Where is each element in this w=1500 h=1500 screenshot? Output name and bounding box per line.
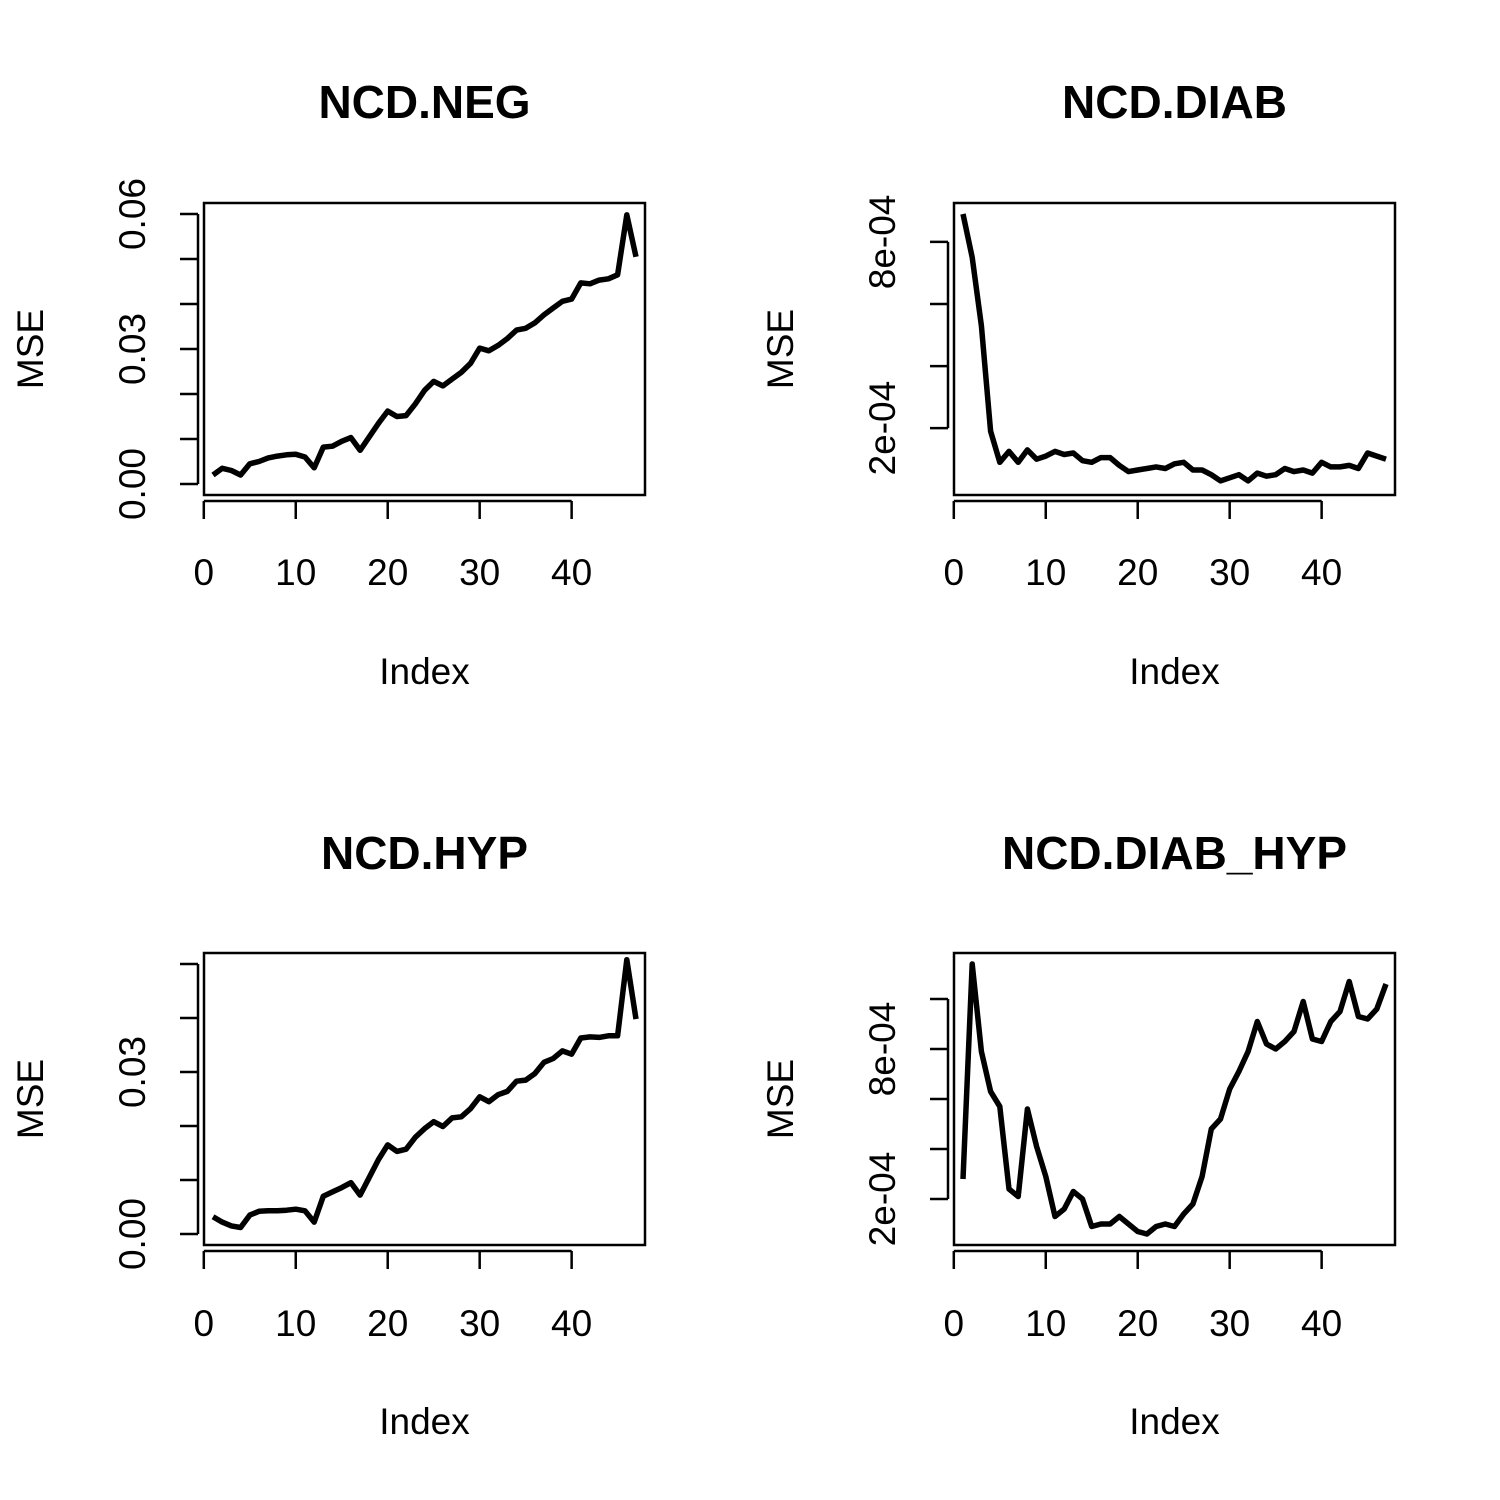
series-line-1 bbox=[960, 213, 1387, 484]
x-tick-label: 10 bbox=[275, 552, 316, 593]
x-tick-label: 30 bbox=[1209, 1303, 1250, 1344]
x-tick-label: 20 bbox=[1117, 552, 1158, 593]
chart-title: NCD.NEG bbox=[318, 76, 530, 128]
y-tick-label: 8e-04 bbox=[862, 195, 903, 290]
x-tick-label: 30 bbox=[1209, 552, 1250, 593]
y-tick-label: 0.03 bbox=[112, 313, 153, 385]
y-axis: 0.00 0.03 bbox=[112, 962, 200, 1270]
y-axis: 2e-04 8e-04 bbox=[862, 997, 950, 1247]
x-tick-label: 0 bbox=[944, 552, 965, 593]
y-tick-label: 2e-04 bbox=[862, 1152, 903, 1247]
plot-frame bbox=[952, 951, 1397, 1247]
x-tick-label: 0 bbox=[194, 552, 215, 593]
y-tick-label: 2e-04 bbox=[862, 381, 903, 476]
x-axis: 0 10 20 30 40 bbox=[944, 1249, 1342, 1344]
chart-panel-2: NCD.DIAB 0 10 20 30 40 Index 2e-04 8e-04 MSE bbox=[760, 76, 1397, 692]
plot-frame bbox=[952, 201, 1397, 497]
y-axis-label: MSE bbox=[760, 309, 801, 389]
plot-frame bbox=[202, 201, 647, 497]
chart-panel-3: NCD.HYP 0 10 20 30 40 Index 0.00 0.03 MSE bbox=[10, 827, 647, 1442]
x-tick-label: 10 bbox=[275, 1303, 316, 1344]
x-tick-label: 0 bbox=[194, 1303, 215, 1344]
x-axis-label: Index bbox=[1129, 1401, 1220, 1442]
series-line-1 bbox=[211, 212, 639, 478]
y-axis-label: MSE bbox=[10, 309, 51, 389]
chart-title: NCD.DIAB bbox=[1062, 76, 1287, 128]
x-tick-label: 40 bbox=[1301, 1303, 1342, 1344]
y-tick-label: 0.00 bbox=[112, 448, 153, 520]
chart-title: NCD.HYP bbox=[321, 827, 528, 879]
x-tick-label: 40 bbox=[1301, 552, 1342, 593]
x-axis: 0 10 20 30 40 bbox=[194, 1249, 592, 1344]
y-tick-label: 0.00 bbox=[112, 1198, 153, 1270]
y-tick-label: 0.06 bbox=[112, 178, 153, 250]
x-axis-label: Index bbox=[1129, 651, 1220, 692]
y-axis: 2e-04 8e-04 bbox=[862, 195, 950, 476]
y-axis-label: MSE bbox=[10, 1059, 51, 1139]
x-tick-label: 30 bbox=[459, 1303, 500, 1344]
x-tick-label: 10 bbox=[1025, 552, 1066, 593]
x-tick-label: 40 bbox=[551, 552, 592, 593]
y-tick-label: 8e-04 bbox=[862, 1002, 903, 1097]
y-tick-label: 0.03 bbox=[112, 1036, 153, 1108]
x-axis-label: Index bbox=[379, 651, 470, 692]
chart-panel-4: NCD.DIAB_HYP 0 10 20 30 40 Index 2e-04 8e-04 MSE bbox=[760, 827, 1397, 1442]
y-axis-label: MSE bbox=[760, 1059, 801, 1139]
series-line-1 bbox=[211, 956, 639, 1231]
chart-panel-1: NCD.NEG 0 10 20 30 40 Index 0.00 0.03 0.06 MSE bbox=[10, 76, 647, 692]
x-tick-label: 10 bbox=[1025, 1303, 1066, 1344]
x-tick-label: 0 bbox=[944, 1303, 965, 1344]
chart-title: NCD.DIAB_HYP bbox=[1002, 827, 1347, 879]
x-tick-label: 40 bbox=[551, 1303, 592, 1344]
plot-frame bbox=[202, 951, 647, 1247]
x-axis-label: Index bbox=[379, 1401, 470, 1442]
x-tick-label: 20 bbox=[367, 552, 408, 593]
y-axis: 0.00 0.03 0.06 bbox=[112, 178, 200, 520]
x-tick-label: 20 bbox=[367, 1303, 408, 1344]
x-axis: 0 10 20 30 40 bbox=[194, 499, 592, 593]
x-axis: 0 10 20 30 40 bbox=[944, 499, 1342, 593]
series-line-1 bbox=[960, 961, 1389, 1237]
x-tick-label: 20 bbox=[1117, 1303, 1158, 1344]
x-tick-label: 30 bbox=[459, 552, 500, 593]
